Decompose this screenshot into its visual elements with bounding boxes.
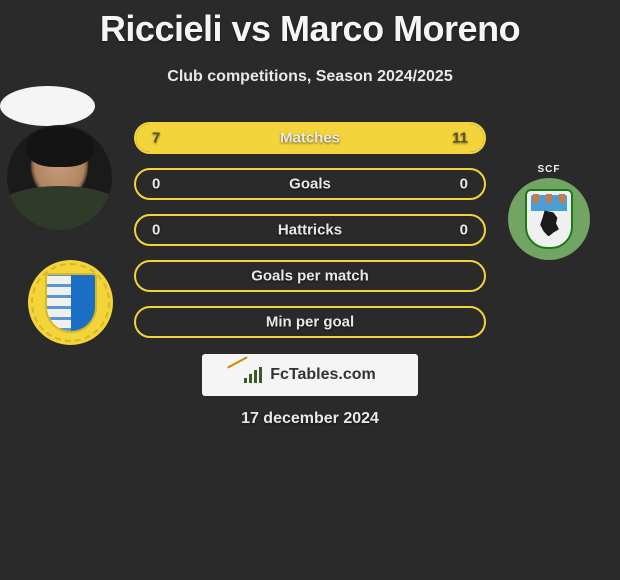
stat-label: Matches bbox=[280, 130, 340, 147]
stat-value-left: 0 bbox=[152, 176, 160, 193]
stat-value-right: 0 bbox=[460, 176, 468, 193]
player1-avatar bbox=[7, 125, 112, 230]
comparison-date: 17 december 2024 bbox=[241, 410, 379, 428]
stat-row: Goals per match bbox=[134, 260, 486, 292]
stat-value-left: 7 bbox=[152, 130, 160, 147]
comparison-title: Riccieli vs Marco Moreno bbox=[0, 0, 620, 50]
stat-value-right: 0 bbox=[460, 222, 468, 239]
stat-label: Goals bbox=[289, 176, 331, 193]
stats-container: Matches 7 11 Goals 0 0 Hattricks 0 0 Goals per ma… bbox=[134, 122, 486, 352]
crest2-text: SCF bbox=[538, 164, 561, 175]
stat-label: Goals per match bbox=[251, 268, 369, 285]
stat-row: Goals 0 0 bbox=[134, 168, 486, 200]
stat-row: Matches 7 11 bbox=[134, 122, 486, 154]
player1-club-crest bbox=[28, 260, 113, 345]
comparison-subtitle: Club competitions, Season 2024/2025 bbox=[0, 50, 620, 86]
fctables-logo: FcTables.com bbox=[202, 354, 418, 396]
player2-avatar-placeholder bbox=[0, 86, 95, 126]
stat-value-left: 0 bbox=[152, 222, 160, 239]
stat-row: Min per goal bbox=[134, 306, 486, 338]
stat-label: Min per goal bbox=[266, 314, 354, 331]
player2-club-crest: SCF bbox=[508, 178, 590, 260]
stat-row: Hattricks 0 0 bbox=[134, 214, 486, 246]
stat-value-right: 11 bbox=[452, 130, 468, 147]
logo-text: FcTables.com bbox=[270, 366, 376, 384]
stat-label: Hattricks bbox=[278, 222, 342, 239]
